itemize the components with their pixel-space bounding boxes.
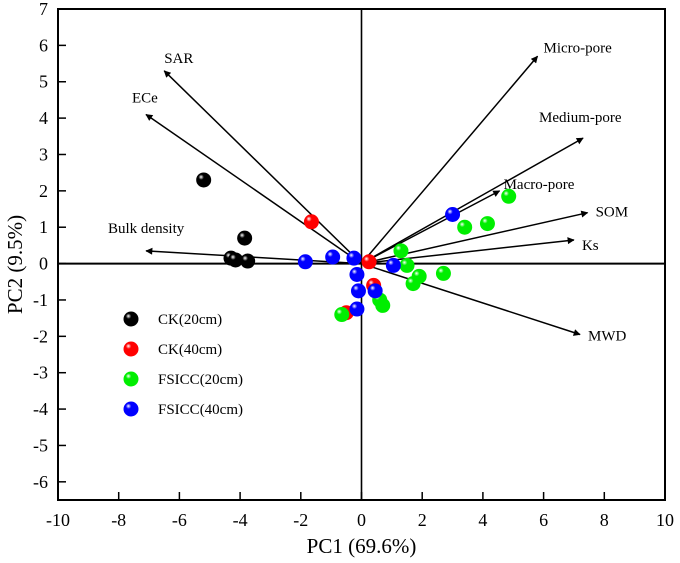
loading-arrow <box>361 262 581 336</box>
score-point <box>303 214 319 230</box>
loading-label: ECe <box>132 90 158 106</box>
x-tick-label: 2 <box>418 510 427 530</box>
loading-arrow <box>361 190 501 265</box>
score-point <box>349 301 365 317</box>
x-tick-label: 6 <box>539 510 548 530</box>
x-tick-label: -4 <box>233 510 248 530</box>
score-point <box>457 219 473 235</box>
loading-label: Macro-pore <box>504 177 575 193</box>
loading-label: Medium-pore <box>539 110 622 126</box>
loading-label: Ks <box>582 238 599 254</box>
legend: CK(20cm) CK(40cm) FSICC(20cm) FSICC(40cm) <box>123 311 243 418</box>
legend-marker <box>123 401 139 417</box>
legend-label: CK(40cm) <box>158 342 222 358</box>
loading-label: SOM <box>596 205 629 221</box>
y-tick-label: -1 <box>33 290 48 310</box>
y-tick-label: -2 <box>33 326 48 346</box>
score-point <box>350 283 366 299</box>
y-tick-label: 1 <box>39 217 48 237</box>
y-tick-label: 5 <box>39 72 48 92</box>
legend-label: FSICC(20cm) <box>158 372 243 388</box>
loading-arrow <box>361 137 584 265</box>
loading-arrow <box>163 70 363 265</box>
legend-label: FSICC(40cm) <box>158 402 243 418</box>
loading-vectors: SAR ECe Bulk density Micro-pore Medium-pore M… <box>108 40 628 344</box>
score-point <box>346 250 362 266</box>
x-tick-label: -10 <box>46 510 70 530</box>
score-point <box>325 249 341 265</box>
loading-arrow <box>145 113 362 265</box>
score-point <box>501 188 517 204</box>
y-tick-label: 6 <box>39 35 48 55</box>
y-tick-label: -5 <box>33 435 48 455</box>
score-point <box>228 252 244 268</box>
loading-label: Bulk density <box>108 221 185 237</box>
score-point <box>334 307 350 323</box>
score-point <box>385 257 401 273</box>
score-point <box>393 243 409 259</box>
score-points <box>196 172 517 323</box>
x-tick-label: 0 <box>357 510 366 530</box>
y-tick-label: 4 <box>39 108 48 128</box>
y-tick-label: 2 <box>39 181 48 201</box>
y-tick-label: -4 <box>33 399 48 419</box>
loading-label: SAR <box>164 51 193 67</box>
x-tick-label: -8 <box>111 510 126 530</box>
score-point <box>361 254 377 270</box>
x-tick-label: 10 <box>656 510 674 530</box>
x-axis-title: PC1 (69.6%) <box>307 534 417 558</box>
legend-marker <box>123 341 139 357</box>
x-tick-label: -2 <box>293 510 308 530</box>
score-point <box>297 254 313 270</box>
score-point <box>405 276 421 292</box>
legend-label: CK(20cm) <box>158 312 222 328</box>
score-point <box>349 267 365 283</box>
legend-marker <box>123 311 139 327</box>
legend-marker <box>123 371 139 387</box>
score-point <box>367 283 383 299</box>
y-tick-label: 0 <box>39 254 48 274</box>
loading-label: MWD <box>588 329 626 345</box>
score-point <box>399 257 415 273</box>
score-point <box>479 216 495 232</box>
y-tick-label: 3 <box>39 144 48 164</box>
x-tick-label: 4 <box>478 510 487 530</box>
y-tick-label: 7 <box>39 0 48 19</box>
loading-arrow <box>360 55 539 265</box>
score-point <box>237 230 253 246</box>
x-tick-label: 8 <box>600 510 609 530</box>
score-point <box>445 206 461 222</box>
loading-arrow <box>361 210 589 265</box>
y-tick-label: -6 <box>33 472 48 492</box>
x-tick-label: -6 <box>172 510 187 530</box>
score-point <box>240 253 256 269</box>
score-point <box>196 172 212 188</box>
y-tick-label: -3 <box>33 363 48 383</box>
y-axis-title: PC2 (9.5%) <box>3 215 27 314</box>
score-point <box>435 265 451 281</box>
loading-label: Micro-pore <box>544 40 613 56</box>
